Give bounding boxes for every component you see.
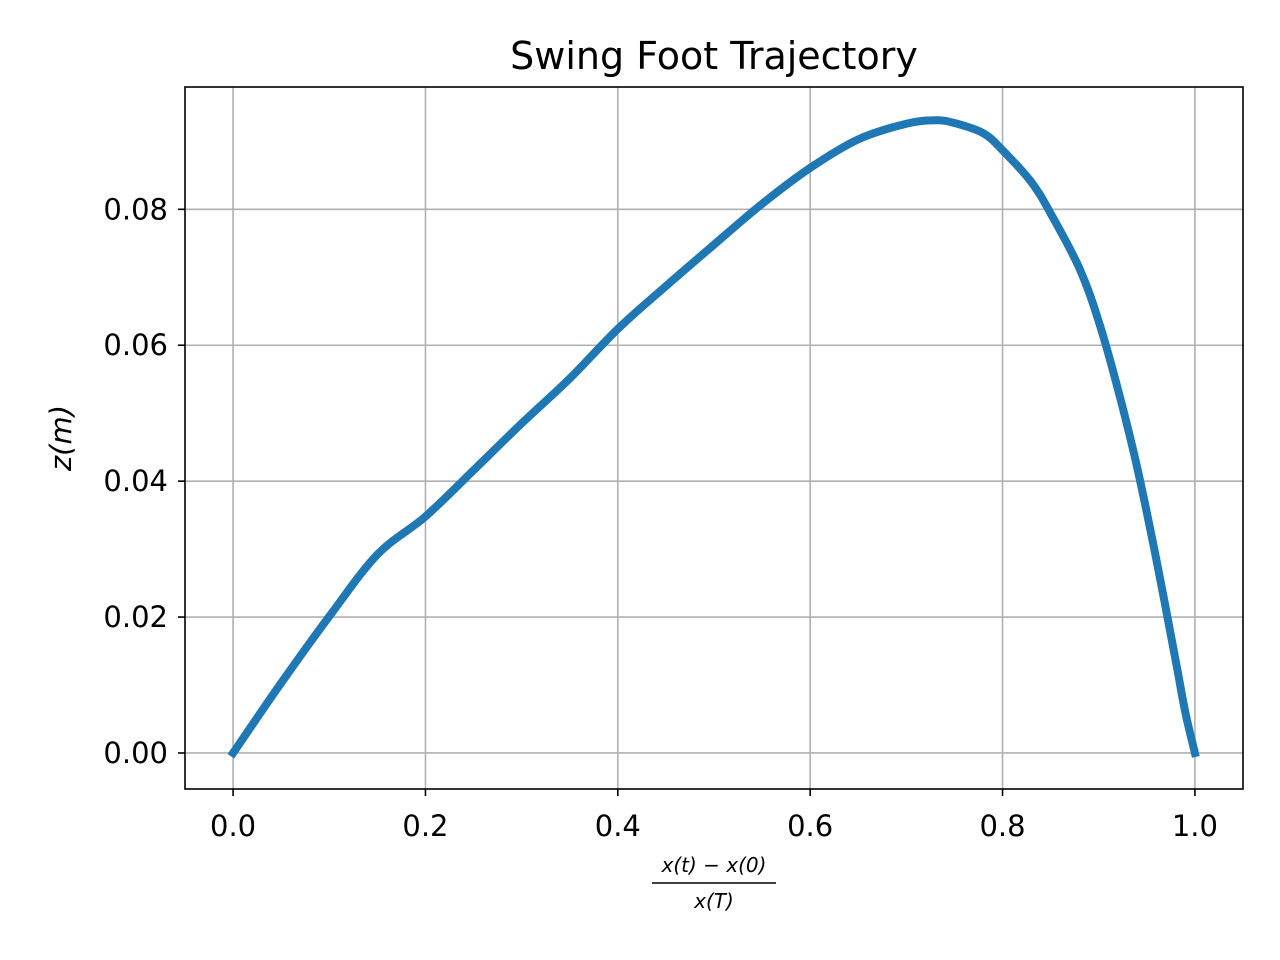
y-axis-label: z(m) [44, 405, 78, 472]
data-point [518, 419, 526, 427]
data-point [614, 325, 622, 333]
data-point [902, 120, 910, 128]
x-tick-label: 1.0 [1172, 809, 1218, 843]
data-point [1191, 749, 1199, 757]
x-axis-label-denominator: x(T) [693, 889, 734, 913]
grid-lines [185, 87, 1243, 789]
data-point [806, 164, 814, 172]
x-tick-label: 0.0 [210, 809, 256, 843]
data-point [931, 116, 939, 124]
data-point [373, 550, 381, 559]
data-point [1114, 385, 1122, 394]
data-point [229, 749, 237, 757]
x-tick-label: 0.6 [787, 809, 833, 843]
data-point [325, 612, 333, 620]
y-tick-label: 0.06 [103, 328, 168, 362]
y-tick-label: 0.04 [103, 464, 168, 498]
x-tick-label: 0.2 [402, 809, 448, 843]
data-point [662, 282, 670, 290]
data-point [1075, 264, 1084, 273]
plot-frame [184, 86, 1244, 790]
series-layer [227, 116, 1200, 759]
data-point [1172, 656, 1180, 665]
data-point [979, 129, 987, 137]
data-point [1027, 178, 1035, 186]
data-point [1152, 556, 1161, 564]
y-tick-label: 0.02 [103, 600, 168, 634]
data-point [758, 200, 766, 208]
y-tick-label: 0.00 [103, 736, 168, 770]
data-point [998, 146, 1007, 154]
data-point [566, 374, 574, 383]
data-point [1133, 463, 1141, 472]
x-tick-label: 0.4 [595, 809, 641, 843]
data-point [469, 466, 478, 474]
data-point [854, 135, 862, 143]
x-axis-label: x(t) − x(0) x(T) [652, 853, 776, 913]
data-point [277, 679, 285, 687]
data-point [1047, 209, 1055, 217]
data-point [710, 241, 718, 249]
data-point [950, 119, 959, 127]
chart-title: Swing Foot Trajectory [510, 34, 918, 78]
x-tick-label: 0.8 [979, 809, 1025, 843]
axis-ticks: 0.0 0.2 0.4 0.6 0.8 1.0 0.00 0.02 0.04 0.06 0.08 [103, 192, 1218, 843]
data-point [1095, 317, 1103, 326]
data-point [1181, 708, 1189, 716]
data-point [421, 512, 430, 521]
x-axis-label-numerator: x(t) − x(0) [661, 853, 767, 877]
y-tick-label: 0.08 [103, 192, 168, 226]
